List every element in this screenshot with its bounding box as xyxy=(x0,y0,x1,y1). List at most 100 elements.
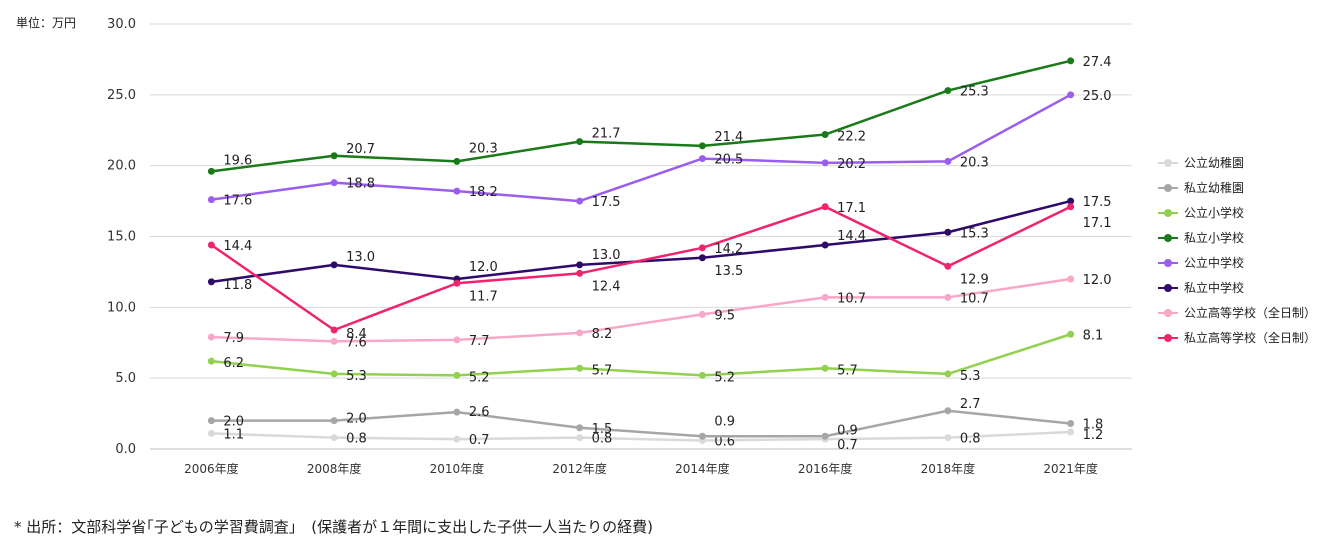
series-line xyxy=(211,430,1071,442)
data-label: 22.2 xyxy=(837,130,866,145)
data-label: 7.6 xyxy=(346,335,367,350)
data-label: 17.5 xyxy=(592,195,621,210)
data-label: 20.5 xyxy=(714,153,743,168)
data-point xyxy=(576,269,584,277)
data-point xyxy=(1067,57,1075,65)
data-label: 2.0 xyxy=(223,415,244,430)
data-point xyxy=(576,434,584,442)
data-point xyxy=(1067,91,1075,99)
data-point xyxy=(453,408,461,416)
data-point xyxy=(698,371,706,379)
data-point xyxy=(576,138,584,146)
legend-label: 私立小学校 xyxy=(1184,231,1245,245)
data-point xyxy=(944,157,952,165)
y-tick-label: 15.0 xyxy=(107,230,136,245)
data-label: 10.7 xyxy=(837,291,866,306)
data-label: 5.7 xyxy=(837,363,858,378)
legend-label: 私立高等学校（全日制） xyxy=(1184,331,1317,345)
data-point xyxy=(698,142,706,150)
data-point xyxy=(944,262,952,270)
data-label: 1.8 xyxy=(1083,418,1104,433)
y-tick-label: 30.0 xyxy=(107,17,136,32)
data-label: 2.0 xyxy=(346,412,367,427)
data-point xyxy=(207,167,215,175)
legend-swatch xyxy=(1158,308,1178,318)
legend-swatch xyxy=(1158,158,1178,168)
legend-label: 私立中学校 xyxy=(1184,281,1245,295)
source-note: * 出所：文部科学省｢子どもの学習費調査」 (保護者が１年間に支出した子供一人当… xyxy=(14,518,653,536)
data-label: 18.8 xyxy=(346,177,375,192)
data-point xyxy=(207,417,215,425)
data-point xyxy=(330,261,338,269)
data-label: 25.3 xyxy=(960,85,989,100)
data-label: 1.5 xyxy=(592,422,613,437)
data-label: 14.2 xyxy=(714,242,743,257)
data-point xyxy=(453,157,461,165)
data-label: 5.3 xyxy=(346,369,367,384)
x-tick-label: 2010年度 xyxy=(430,461,485,476)
data-point xyxy=(576,424,584,432)
data-label: 8.1 xyxy=(1083,328,1104,343)
data-point xyxy=(821,159,829,167)
x-tick-label: 2021年度 xyxy=(1043,461,1098,476)
unit-label: 単位：万円 xyxy=(16,16,77,30)
data-label: 17.5 xyxy=(1083,195,1112,210)
data-point xyxy=(330,179,338,187)
y-tick-label: 5.0 xyxy=(115,371,136,386)
legend-swatch xyxy=(1158,333,1178,343)
data-point xyxy=(944,434,952,442)
data-point xyxy=(698,155,706,163)
data-label: 2.7 xyxy=(960,397,981,412)
data-label: 20.7 xyxy=(346,142,375,157)
x-tick-label: 2008年度 xyxy=(307,461,362,476)
data-label: 7.7 xyxy=(469,334,490,349)
legend: 公立幼稚園 私立幼稚園 公立小学校 私立小学校 公立中学校 私立中学校 公立高等学校（全日制… xyxy=(1158,150,1316,350)
data-label: 9.5 xyxy=(714,308,735,323)
series-line xyxy=(210,205,1072,332)
data-point xyxy=(698,244,706,252)
legend-swatch xyxy=(1158,258,1178,268)
data-point xyxy=(207,357,215,365)
series-line xyxy=(211,59,1071,173)
data-label: 12.0 xyxy=(1083,273,1112,288)
legend-item: 公立幼稚園 xyxy=(1158,150,1316,175)
data-point xyxy=(576,329,584,337)
legend-label: 公立高等学校（全日制） xyxy=(1184,306,1317,320)
data-label: 21.4 xyxy=(714,130,743,145)
data-label: 25.0 xyxy=(1083,89,1112,104)
legend-item: 私立小学校 xyxy=(1158,225,1316,250)
series-line xyxy=(211,333,1072,377)
data-point xyxy=(1067,428,1075,436)
data-point xyxy=(576,197,584,205)
data-label: 11.8 xyxy=(223,278,252,293)
data-label: 0.9 xyxy=(714,414,735,429)
data-label: 12.0 xyxy=(469,260,498,275)
data-point xyxy=(821,203,829,211)
data-point xyxy=(330,337,338,345)
data-point xyxy=(1067,420,1075,427)
data-label: 18.2 xyxy=(469,185,498,200)
data-label: 17.1 xyxy=(837,201,866,216)
data-point xyxy=(453,371,461,379)
data-point xyxy=(698,254,706,262)
legend-swatch xyxy=(1158,233,1178,243)
data-point xyxy=(453,435,461,443)
data-point xyxy=(1067,203,1075,211)
legend-item: 公立中学校 xyxy=(1158,250,1316,275)
legend-item: 公立小学校 xyxy=(1158,200,1316,225)
data-label: 6.2 xyxy=(223,356,244,371)
data-point xyxy=(330,417,338,425)
data-label: 0.9 xyxy=(837,423,858,438)
data-point xyxy=(1067,197,1075,205)
data-point xyxy=(207,333,215,341)
data-label: 7.9 xyxy=(223,331,244,346)
data-label: 0.7 xyxy=(837,438,858,453)
data-label: 0.6 xyxy=(714,435,735,450)
data-point xyxy=(330,326,338,334)
data-label: 21.7 xyxy=(592,127,621,142)
data-point xyxy=(1067,275,1075,283)
legend-label: 公立中学校 xyxy=(1184,256,1245,270)
data-label: 5.3 xyxy=(960,369,981,384)
x-tick-label: 2014年度 xyxy=(675,461,730,476)
data-label: 10.7 xyxy=(960,291,989,306)
